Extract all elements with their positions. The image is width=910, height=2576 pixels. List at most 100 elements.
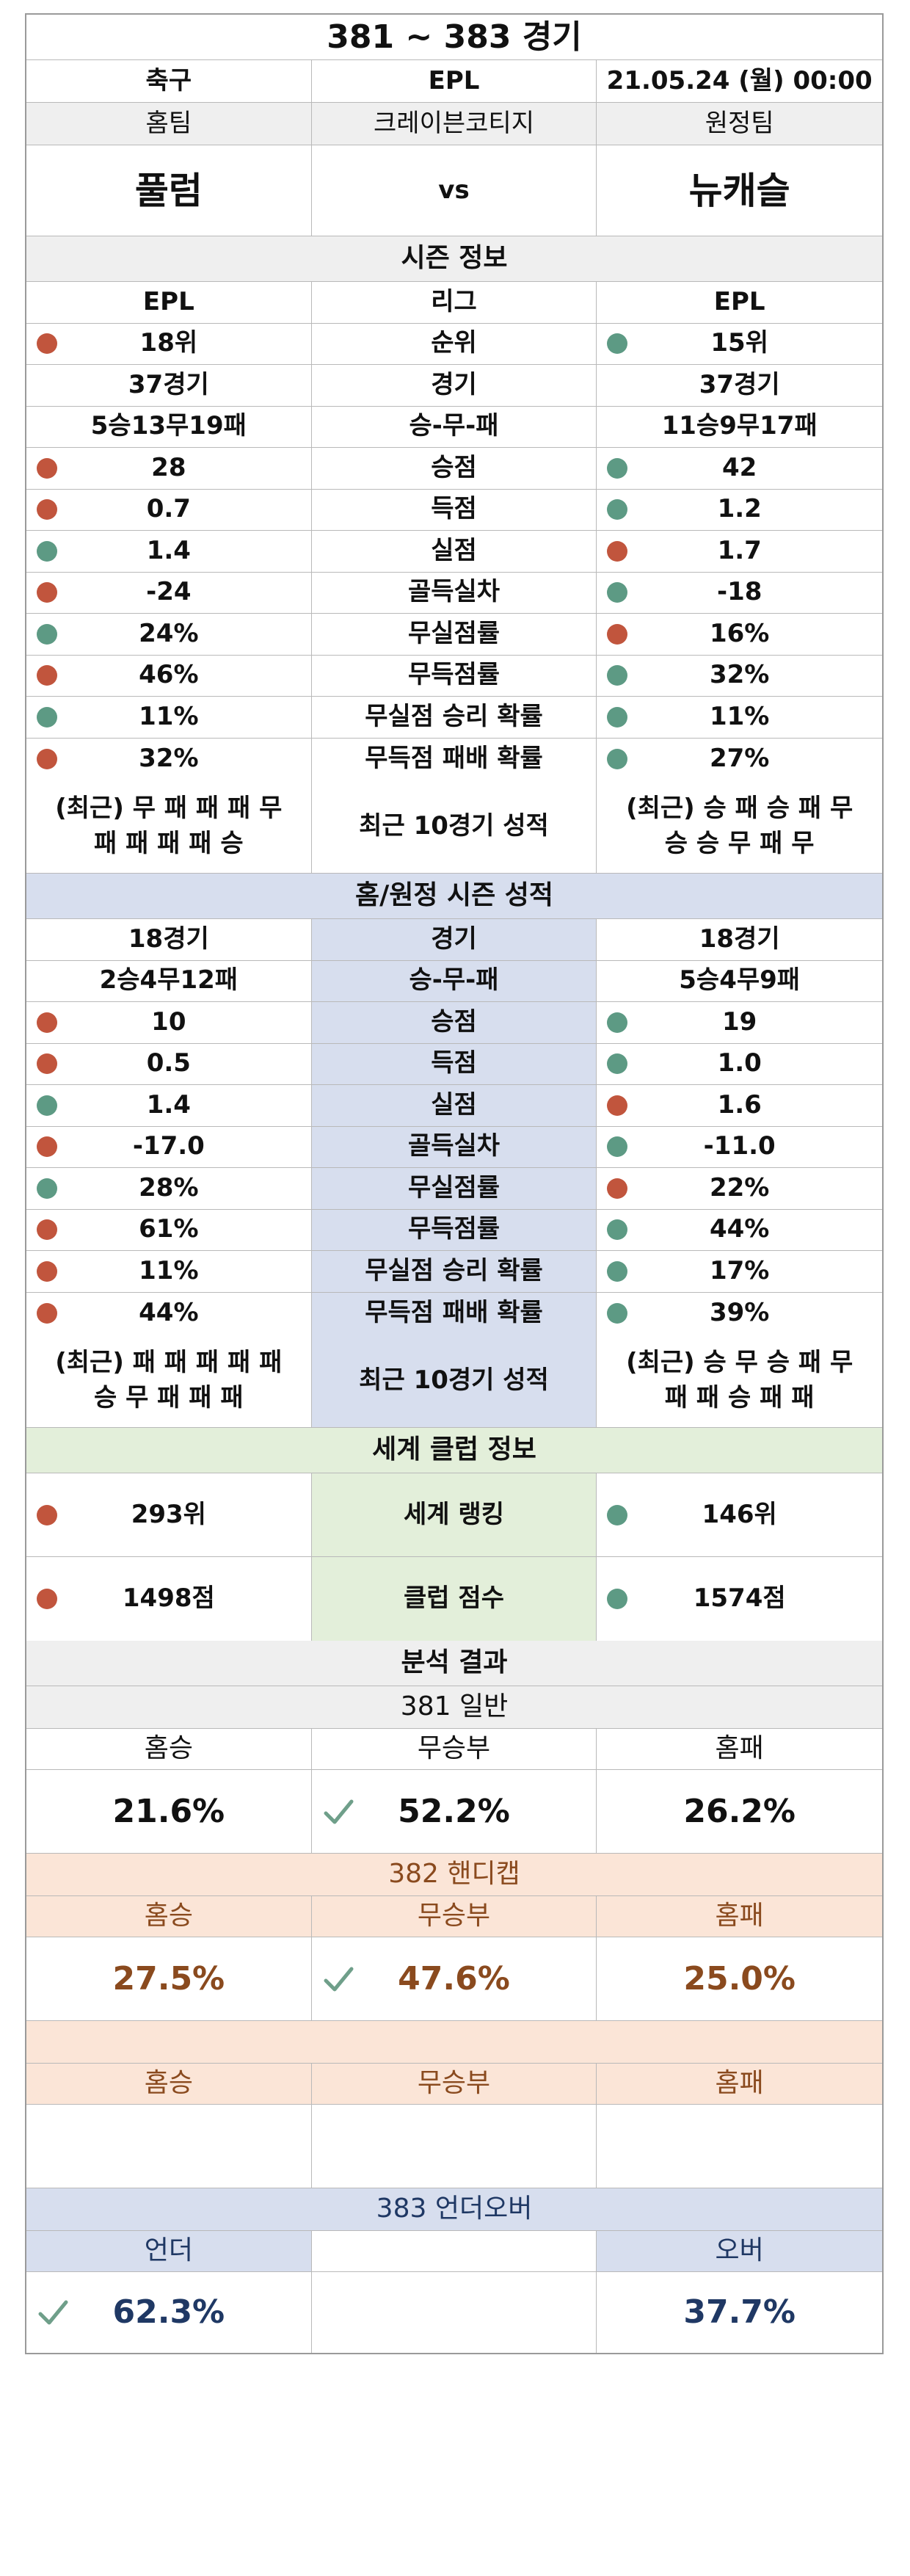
status-dot-icon (37, 582, 57, 603)
homeaway-away-cell: 18경기 (597, 919, 882, 960)
analysis-sections: 381 일반 홈승 무승부 홈패 21.6% 52.2% 26.2% 382 핸디캡 홈승 무승부… (26, 1686, 882, 2353)
homeaway-home-text: 44% (139, 1297, 199, 1327)
homeaway-label-text: 승점 (431, 1006, 477, 1037)
world-away-cell: 1574점 (597, 1557, 882, 1641)
status-dot-icon (607, 1095, 628, 1116)
homeaway-label-text: 무실점률 (407, 1172, 500, 1202)
analysis-general-title: 381 일반 (400, 1691, 509, 1722)
home-team-label: 홈팀 (26, 103, 312, 145)
season-home-cell: 32% (26, 738, 312, 780)
analysis-uo-header-row: 언더 오버 (26, 2231, 882, 2272)
status-dot-icon (607, 1302, 628, 1324)
status-dot-icon (37, 665, 57, 686)
homeaway-away-cell: -11.0 (597, 1127, 882, 1168)
world-label-cell: 세계 랭킹 (311, 1473, 597, 1556)
season-home-text: EPL (142, 286, 194, 316)
status-dot-icon (37, 1219, 57, 1241)
analysis-handicap-v2: 47.6% (312, 1937, 597, 2020)
analysis-general-header-row: 홈승 무승부 홈패 (26, 1729, 882, 1770)
homeaway-row: 11% 무실점 승리 확률 17% (26, 1251, 882, 1293)
season-home-text: 11% (139, 701, 199, 731)
analysis-uo-h3: 오버 (715, 2235, 764, 2266)
status-dot-icon (607, 1219, 628, 1241)
season-away-cell: EPL (597, 282, 882, 323)
homeaway-away-text: -11.0 (703, 1131, 776, 1161)
analysis-header: 분석 결과 (26, 1641, 882, 1686)
status-dot-icon (37, 540, 57, 562)
homeaway-away-text: 17% (709, 1255, 770, 1285)
homeaway-away-cell: 39% (597, 1293, 882, 1335)
season-label-text: 순위 (431, 328, 477, 358)
homeaway-header: 홈/원정 시즌 성적 (26, 874, 882, 919)
homeaway-table: 18경기 경기 18경기 2승4무12패 승-무-패 5승4무9패 10 승점 19 0.5 득점 1… (26, 919, 882, 1334)
season-label-cell: 골득실차 (312, 572, 597, 613)
season-label-cell: 승점 (312, 448, 597, 489)
season-label-text: 승-무-패 (409, 411, 499, 441)
season-row: 37경기 경기 37경기 (26, 365, 882, 407)
season-home-text: 28 (151, 452, 186, 482)
season-label-cell: 승-무-패 (312, 406, 597, 447)
home-team-name: 풀럼 (26, 145, 312, 236)
team-label-row: 홈팀 크레이븐코티지 원정팀 (26, 103, 882, 145)
season-home-text: 1.4 (146, 535, 191, 565)
season-row: 46% 무득점률 32% (26, 655, 882, 697)
status-dot-icon (37, 1178, 57, 1199)
homeaway-home-cell: 28% (26, 1168, 312, 1209)
status-dot-icon (607, 582, 628, 603)
season-home-cell: 46% (26, 655, 312, 696)
status-dot-icon (37, 1012, 57, 1033)
analysis-general-h3: 홈패 (715, 1733, 764, 1764)
stadium: 크레이븐코티지 (312, 103, 597, 145)
analysis-uo-h1: 언더 (26, 2231, 312, 2271)
match-sheet: 381 ~ 383 경기 축구 EPL 21.05.24 (월) 00:00 홈… (25, 13, 884, 2354)
season-home-cell: 24% (26, 614, 312, 655)
status-dot-icon (37, 623, 57, 645)
status-dot-icon (37, 706, 57, 728)
season-away-cell: 27% (597, 739, 882, 780)
season-home-cell: 0.7 (26, 489, 312, 530)
homeaway-away-cell: 1.6 (597, 1085, 882, 1126)
homeaway-row: 10 승점 19 (26, 1002, 882, 1044)
season-row: 1.4 실점 1.7 (26, 531, 882, 573)
page-title: 381 ~ 383 경기 (327, 18, 582, 56)
season-label-text: 승점 (431, 452, 477, 482)
season-label-cell: 실점 (312, 531, 597, 572)
analysis-general-h1: 홈승 (26, 1729, 312, 1769)
homeaway-label-text: 실점 (431, 1089, 477, 1120)
analysis-handicap-value-row: 27.5% 47.6% 25.0% (26, 1937, 882, 2021)
season-away-text: 1.7 (717, 535, 762, 565)
homeaway-home-text: 11% (139, 1255, 199, 1285)
vs-label: vs (312, 145, 597, 236)
season-row: 0.7 득점 1.2 (26, 489, 882, 531)
homeaway-label-cell: 무득점률 (311, 1209, 597, 1250)
homeaway-title: 홈/원정 시즌 성적 (354, 880, 554, 911)
season-away-text: 15위 (710, 328, 768, 358)
homeaway-home-text: 2승4무12패 (99, 965, 239, 995)
season-home-cell: 18위 (26, 323, 312, 364)
season-away-cell: 37경기 (597, 365, 882, 406)
homeaway-row: 18경기 경기 18경기 (26, 919, 882, 961)
homeaway-away-text: 39% (709, 1297, 770, 1327)
season-away-text: 27% (709, 743, 770, 773)
analysis-handicap-h1: 홈승 (26, 1896, 312, 1937)
analysis-uo-h2 (311, 2231, 597, 2271)
analysis-handicap-title: 382 핸디캡 (388, 1859, 520, 1890)
season-label-text: 무실점률 (407, 618, 500, 648)
season-label-cell: 무득점률 (312, 655, 597, 696)
status-dot-icon (37, 499, 57, 520)
status-dot-icon (607, 748, 628, 769)
season-home-cell: 5승13무19패 (26, 406, 312, 447)
homeaway-away-cell: 1.0 (597, 1044, 882, 1085)
analysis-extra-title-row (26, 2021, 882, 2064)
homeaway-label-cell: 득점 (311, 1043, 597, 1084)
homeaway-away-text: 22% (709, 1172, 770, 1202)
analysis-extra-v3 (597, 2105, 882, 2188)
homeaway-away-text: 1.6 (717, 1089, 762, 1120)
away-team-name: 뉴캐슬 (688, 169, 790, 212)
season-away-text: 11% (709, 701, 770, 731)
season-home-text: 37경기 (128, 369, 209, 399)
analysis-general-title-row: 381 일반 (26, 1686, 882, 1729)
homeaway-label-text: 무득점률 (407, 1214, 500, 1244)
